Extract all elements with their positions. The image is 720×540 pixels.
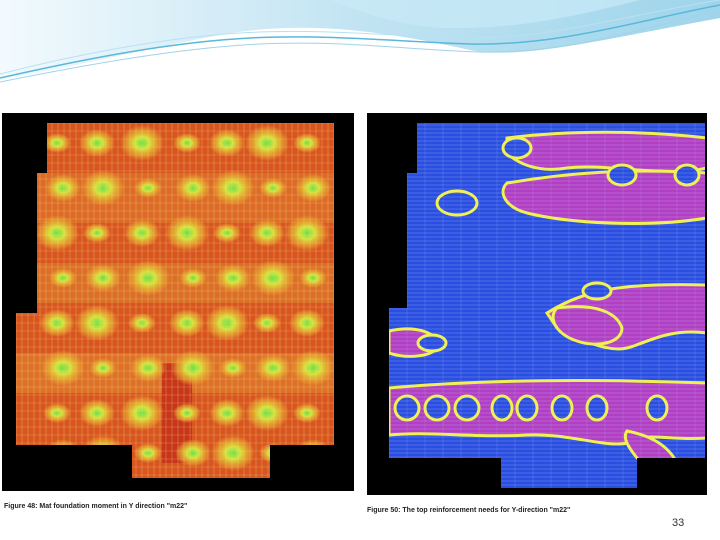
contour-hotspot — [43, 133, 71, 153]
contour-hotspot — [209, 129, 245, 157]
contour-hotspot — [175, 174, 211, 202]
contour-hotspot — [35, 215, 79, 251]
header-wave-decoration — [0, 0, 720, 83]
contour-hotspot — [245, 395, 289, 431]
contour-ring — [490, 394, 514, 422]
contour-ring — [581, 281, 613, 301]
page-number: 33 — [672, 517, 685, 529]
contour-hotspot — [209, 399, 245, 427]
contour-ring — [606, 163, 638, 187]
contour-ring — [585, 394, 609, 422]
contour-hotspot — [83, 223, 111, 243]
figure-caption-right: Figure 50: The top reinforcement needs f… — [367, 507, 571, 514]
reinforcement-contour-plot — [389, 123, 705, 488]
contour-hotspot — [79, 129, 115, 157]
contour-hotspot — [213, 223, 241, 243]
contour-ring — [645, 394, 669, 422]
contour-hotspot — [291, 350, 334, 386]
contour-hotspot — [41, 350, 85, 386]
contour-hotspot — [39, 309, 75, 337]
contour-hotspot — [85, 264, 121, 292]
contour-hotspot — [295, 174, 331, 202]
contour-hotspot — [89, 358, 117, 378]
contour-hotspot — [171, 350, 215, 386]
contour-ring — [393, 394, 421, 422]
contour-ring — [515, 394, 539, 422]
moment-contour-figure — [2, 113, 354, 491]
contour-hotspot — [293, 133, 321, 153]
contour-hotspot — [179, 268, 207, 288]
contour-ring — [550, 394, 574, 422]
contour-hotspot — [219, 358, 247, 378]
contour-hotspot — [245, 125, 289, 161]
contour-hotspot — [251, 260, 295, 296]
moment-contour-plot — [16, 123, 334, 478]
contour-hotspot — [173, 403, 201, 423]
contour-hotspot — [255, 354, 291, 382]
contour-hotspot — [81, 435, 125, 471]
contour-ring — [416, 333, 448, 353]
contour-hotspot — [43, 403, 71, 423]
contour-hotspot — [49, 268, 77, 288]
contour-hotspot — [211, 435, 255, 471]
contour-hotspot — [75, 305, 119, 341]
reinforcement-contour-figure — [367, 113, 707, 495]
contour-ring — [453, 394, 481, 422]
contour-hotspot — [293, 403, 321, 423]
contour-hotspot — [173, 133, 201, 153]
figure-caption-left: Figure 48: Mat foundation moment in Y di… — [4, 503, 188, 510]
contour-hotspot — [81, 170, 125, 206]
contour-hotspot — [211, 170, 255, 206]
contour-hotspot — [165, 215, 209, 251]
contour-hotspot — [299, 268, 327, 288]
contour-ring — [423, 394, 451, 422]
contour-hotspot — [285, 215, 329, 251]
contour-hotspot — [259, 443, 287, 463]
contour-hotspot — [215, 264, 251, 292]
contour-hotspot — [249, 219, 285, 247]
contour-ring — [673, 163, 701, 187]
contour-hotspot — [45, 174, 81, 202]
